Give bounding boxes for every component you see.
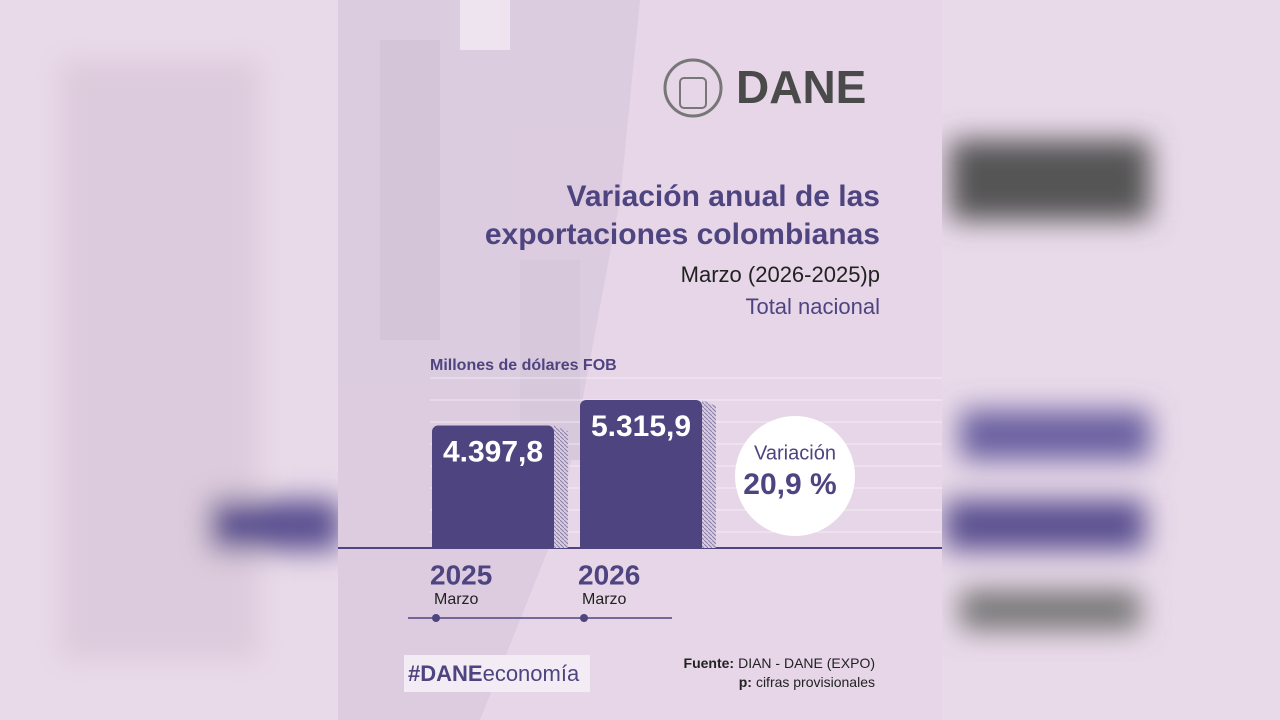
variation-label: Variación (754, 442, 836, 464)
brand: DANE (736, 61, 866, 113)
logo (663, 58, 723, 118)
source-key: Fuente: (684, 655, 735, 671)
variation-value: 20,9 % (743, 468, 836, 501)
subtitle: Marzo (2026-2025)p (681, 262, 880, 287)
scope: Total nacional (745, 294, 880, 319)
note-text: cifras provisionales (756, 674, 875, 690)
panel (338, 0, 942, 720)
title-line: exportaciones colombianas (485, 218, 880, 251)
timeline-dot (580, 614, 588, 622)
timeline-dot (432, 614, 440, 622)
bar (580, 400, 702, 548)
bar-side (554, 425, 568, 548)
hashtag-rest: economía (483, 661, 580, 686)
category-sublabel: Marzo (582, 591, 627, 608)
hashtag-bold: #DANE (408, 661, 483, 686)
category-label: 2025 (430, 559, 492, 590)
value-label: 5.315,9 (591, 410, 691, 443)
category-sublabel: Marzo (434, 591, 479, 608)
hashtag: #DANEeconomía (408, 661, 580, 686)
title-line: Variación anual de las (567, 180, 880, 213)
bar-side (702, 400, 716, 548)
bar-foot (432, 540, 554, 548)
unit-label: Millones de dólares FOB (430, 357, 617, 374)
port-photo (338, 0, 640, 720)
variation-circle (735, 416, 855, 536)
bar-foot (580, 540, 702, 548)
bar (432, 425, 554, 548)
value-label: 4.397,8 (443, 435, 543, 468)
note: p: cifras provisionales (739, 674, 875, 690)
hashtag-box (404, 655, 590, 692)
blurred-sides (60, 60, 1150, 660)
source-text: DIAN - DANE (EXPO) (738, 655, 875, 671)
category-label: 2026 (578, 559, 640, 590)
source: Fuente: DIAN - DANE (EXPO) (684, 655, 875, 671)
note-key: p: (739, 674, 752, 690)
